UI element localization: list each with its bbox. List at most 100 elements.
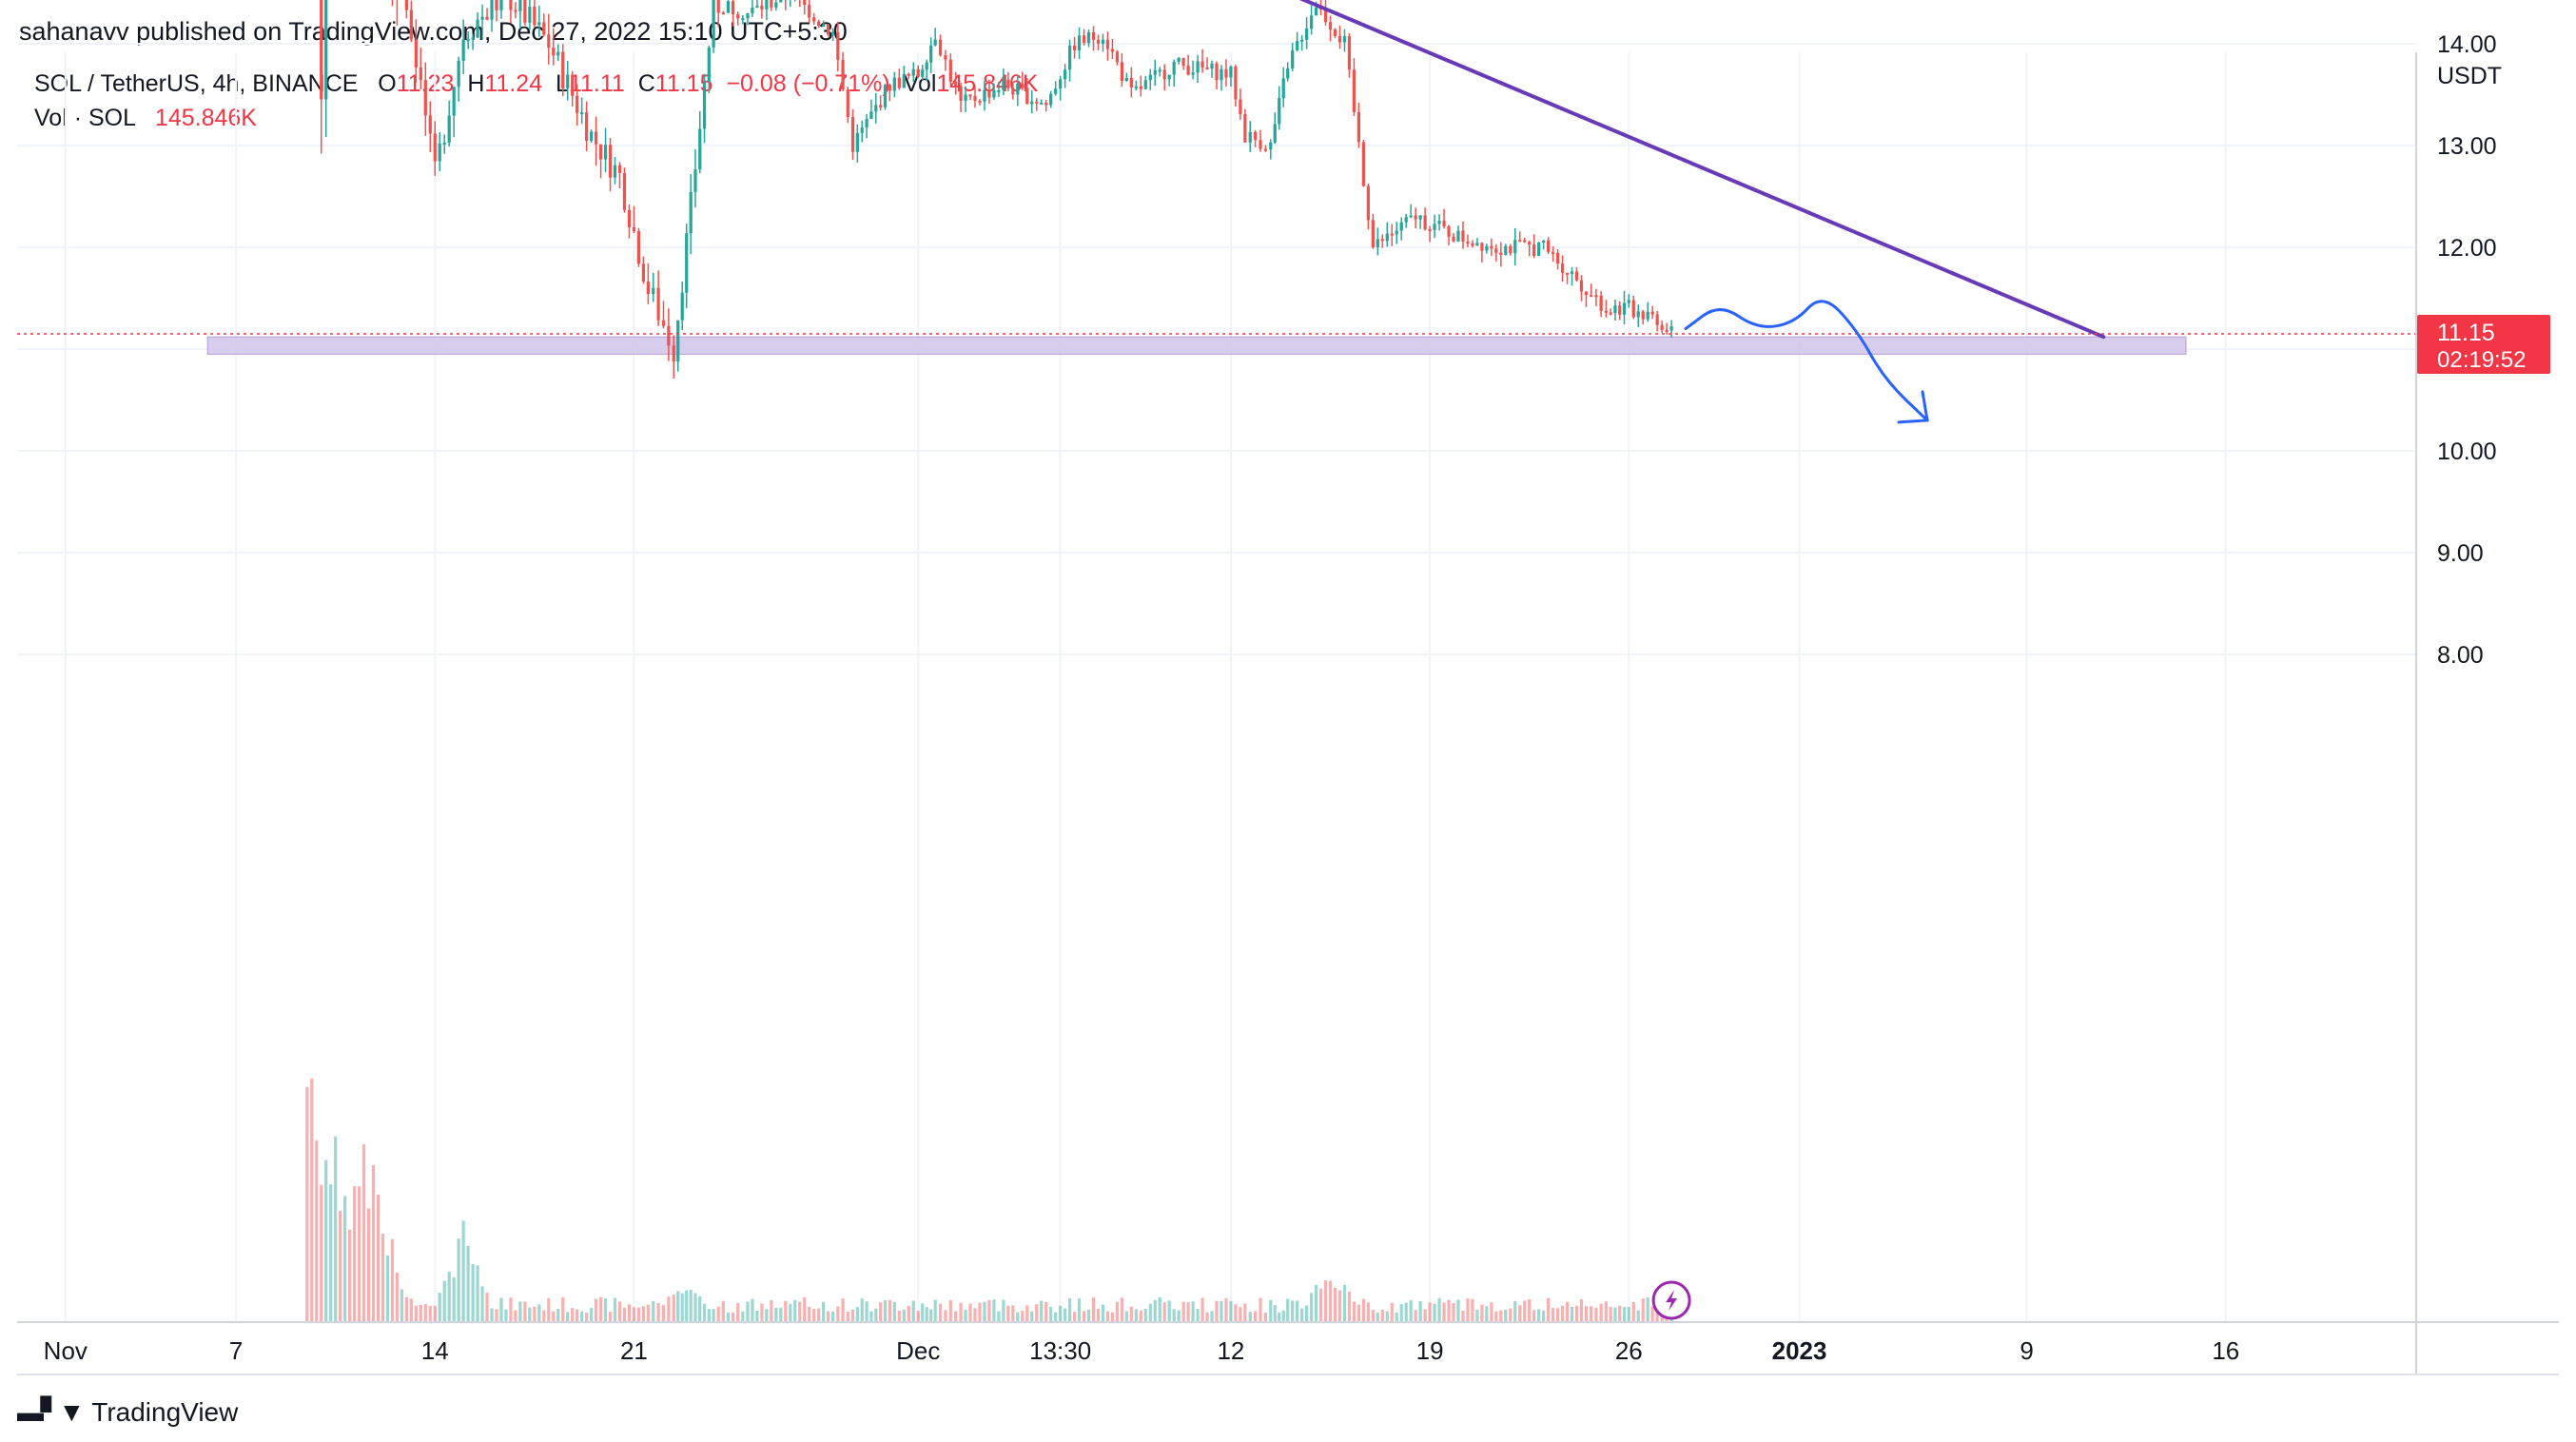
candle-body bbox=[461, 39, 465, 61]
candle-body bbox=[518, 0, 522, 11]
candle-body bbox=[1220, 68, 1223, 81]
volume-series-value: 145.846K bbox=[154, 105, 257, 131]
volume-bar bbox=[1229, 1300, 1233, 1322]
volume-bar bbox=[836, 1306, 840, 1322]
candle-body bbox=[1528, 242, 1532, 245]
candle-body bbox=[1286, 68, 1290, 79]
candle-body bbox=[476, 19, 479, 38]
candle-body bbox=[1278, 98, 1281, 125]
volume-bar bbox=[676, 1291, 680, 1322]
price-tick-label: 10.00 bbox=[2437, 438, 2497, 465]
candle-body bbox=[1574, 271, 1579, 281]
candle-body bbox=[1366, 185, 1370, 221]
volume-bar bbox=[480, 1286, 484, 1322]
volume-bar bbox=[1110, 1312, 1115, 1322]
volume-bar bbox=[1584, 1306, 1589, 1322]
volume-bar bbox=[566, 1312, 570, 1322]
candle-body bbox=[499, 0, 503, 10]
candle-body bbox=[509, 0, 513, 10]
volume-bar bbox=[968, 1303, 972, 1322]
volume-bar bbox=[883, 1299, 888, 1322]
support-zone bbox=[206, 336, 2187, 355]
candle-body bbox=[1239, 99, 1242, 115]
volume-bar bbox=[916, 1311, 920, 1322]
candle-body bbox=[404, 0, 408, 10]
candle-body bbox=[1504, 245, 1508, 255]
candle-body bbox=[746, 12, 750, 19]
volume-bar bbox=[571, 1308, 575, 1322]
candle-body bbox=[447, 115, 451, 143]
volume-bar bbox=[627, 1304, 632, 1322]
candle-body bbox=[1490, 245, 1493, 249]
price-tick-label: 12.00 bbox=[2437, 235, 2497, 262]
time-tick-label: 13:30 bbox=[1029, 1336, 1091, 1365]
volume-bar bbox=[1072, 1312, 1077, 1322]
candle-body bbox=[1291, 49, 1295, 69]
candle-body bbox=[480, 16, 484, 20]
volume-bar bbox=[1091, 1297, 1096, 1322]
volume-bar bbox=[1376, 1313, 1379, 1322]
candle-body bbox=[1016, 83, 1020, 95]
volume-bar bbox=[1281, 1310, 1285, 1322]
candle-body bbox=[1609, 312, 1612, 315]
volume-bar bbox=[452, 1276, 456, 1322]
volume-bar bbox=[361, 1144, 366, 1322]
candle-body bbox=[428, 115, 432, 134]
volume-bar bbox=[1542, 1310, 1546, 1322]
tradingview-brand[interactable]: ▬▘▼ TradingView bbox=[17, 1396, 238, 1428]
volume-bar bbox=[1049, 1306, 1053, 1322]
candle-body bbox=[1143, 80, 1147, 89]
candle-body bbox=[561, 51, 565, 88]
candle-body bbox=[1234, 66, 1238, 100]
volume-bar bbox=[1356, 1304, 1361, 1322]
candle-body bbox=[755, 6, 759, 9]
candle-body bbox=[1067, 45, 1072, 70]
volume-bar bbox=[1570, 1306, 1574, 1322]
volume-bar bbox=[693, 1293, 697, 1322]
volume-bar bbox=[1044, 1301, 1048, 1322]
volume-bar bbox=[1162, 1302, 1166, 1322]
candle-body bbox=[726, 1, 731, 13]
candle-body bbox=[879, 105, 883, 107]
volume-bar bbox=[547, 1297, 551, 1322]
candle-body bbox=[552, 48, 556, 56]
volume-bar bbox=[371, 1164, 376, 1322]
symbol-label[interactable]: SOL / TetherUS, 4h, BINANCE bbox=[34, 70, 359, 97]
volume-bar bbox=[537, 1304, 541, 1322]
volume-bar bbox=[1627, 1307, 1630, 1322]
candle-body bbox=[944, 55, 947, 60]
volume-bar bbox=[702, 1303, 707, 1322]
volume-bar bbox=[594, 1298, 598, 1322]
volume-bar bbox=[461, 1220, 465, 1322]
candle-body bbox=[1537, 242, 1541, 256]
volume-bar bbox=[1452, 1303, 1455, 1322]
volume-bar bbox=[1158, 1296, 1161, 1322]
volume-bar bbox=[741, 1311, 745, 1322]
volume-bar bbox=[751, 1298, 754, 1322]
volume-bar bbox=[1485, 1306, 1489, 1322]
candle-body bbox=[1167, 74, 1171, 80]
time-tick-label: 7 bbox=[229, 1336, 243, 1365]
volume-bar bbox=[1631, 1302, 1635, 1322]
volume-legend[interactable]: Vol · SOL 145.846K bbox=[34, 105, 257, 132]
volume-bar bbox=[1442, 1302, 1446, 1322]
candle-body bbox=[1035, 101, 1039, 104]
volume-bar bbox=[1148, 1303, 1152, 1322]
candle-body bbox=[712, 0, 715, 48]
volume-bar bbox=[1380, 1309, 1384, 1322]
volume-bar bbox=[1082, 1311, 1086, 1322]
volume-bar bbox=[499, 1297, 503, 1322]
candle-body bbox=[1594, 295, 1598, 298]
volume-bar bbox=[789, 1303, 792, 1322]
volume-bar bbox=[661, 1304, 666, 1322]
volume-bar bbox=[438, 1293, 441, 1322]
candle-body bbox=[1215, 63, 1219, 81]
candle-body bbox=[1385, 233, 1389, 242]
volume-bar bbox=[617, 1301, 622, 1322]
candle-body bbox=[622, 172, 627, 210]
price-tick-label: 8.00 bbox=[2437, 642, 2484, 669]
volume-bar bbox=[1105, 1311, 1110, 1322]
volume-series-label[interactable]: Vol · SOL bbox=[34, 105, 136, 131]
volume-bar bbox=[680, 1293, 684, 1322]
